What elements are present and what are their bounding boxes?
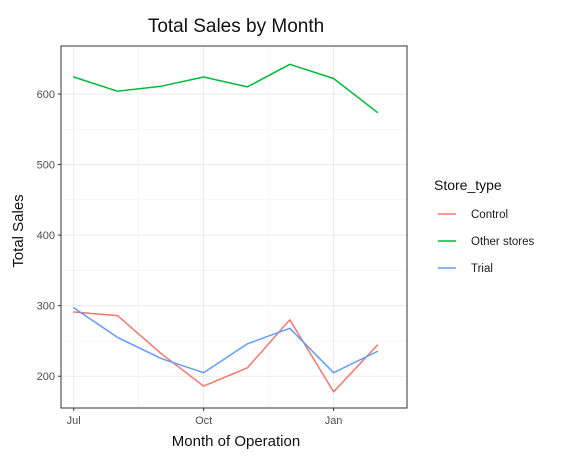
legend-label: Control [471,209,508,221]
x-tick-label: Oct [195,415,212,427]
y-tick-label: 600 [37,89,55,101]
x-tick-label: Jul [67,415,81,427]
y-tick-label: 300 [37,301,55,313]
x-tick-label: Jan [325,415,343,427]
plot-panel [60,45,408,409]
x-axis-label: Month of Operation [172,433,300,450]
panel-border [60,45,408,409]
legend-label: Other stores [471,236,535,248]
legend-title: Store_type [434,177,502,193]
legend: Store_type Control Other stores Trial [434,177,535,275]
y-tick-label: 400 [37,230,55,242]
y-tick-label: 500 [37,160,55,172]
legend-label: Trial [471,263,493,275]
y-axis-ticks: 200 300 400 500 600 [37,89,61,383]
plot-background [61,46,407,408]
y-axis-label: Total Sales [10,194,27,267]
chart-title: Total Sales by Month [148,16,324,37]
y-tick-label: 200 [37,371,55,383]
series-line-trial [72,307,379,374]
series-lines [72,63,379,393]
series-line-other-stores [72,63,379,114]
x-axis-ticks: Jul Oct Jan [67,408,343,427]
series-line-control [72,311,379,393]
